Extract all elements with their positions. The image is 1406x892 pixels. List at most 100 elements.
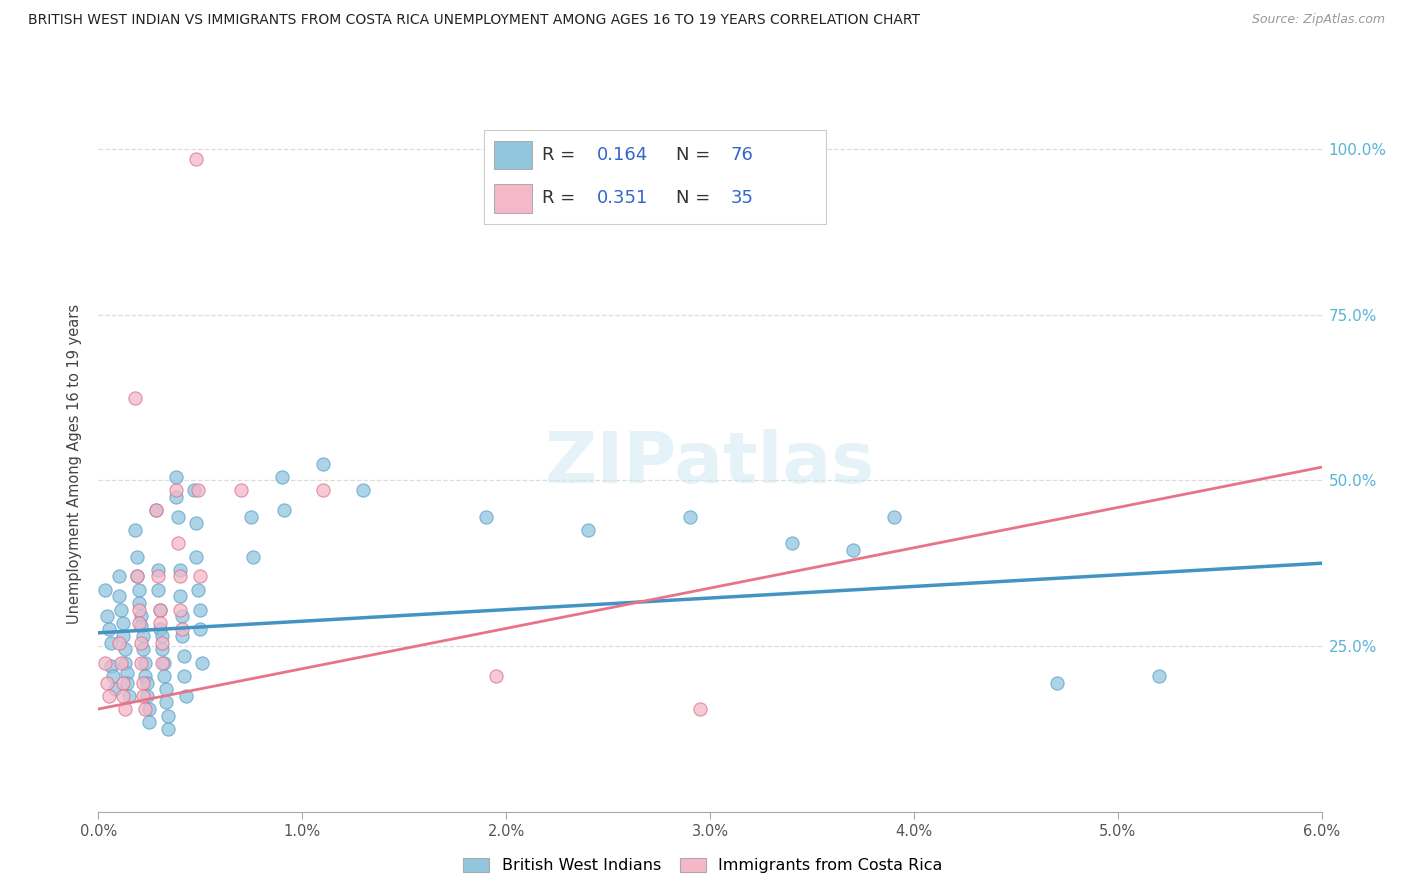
Point xyxy=(115,675,138,690)
Point xyxy=(188,623,212,637)
Point xyxy=(97,623,120,637)
Point xyxy=(136,675,159,690)
Point xyxy=(170,609,193,624)
Point xyxy=(174,689,197,703)
Point xyxy=(93,582,115,597)
Point xyxy=(114,642,136,657)
Point xyxy=(145,503,167,517)
Point xyxy=(108,636,131,650)
Point xyxy=(165,470,187,484)
Point xyxy=(170,629,193,643)
Point xyxy=(129,609,152,624)
Legend: British West Indians, Immigrants from Costa Rica: British West Indians, Immigrants from Co… xyxy=(457,851,949,880)
Point xyxy=(104,682,127,697)
Point xyxy=(1045,675,1069,690)
Point xyxy=(111,629,134,643)
Point xyxy=(132,629,155,643)
Point xyxy=(165,490,187,504)
Point xyxy=(150,656,173,670)
Point xyxy=(146,582,169,597)
Point xyxy=(188,602,212,616)
Point xyxy=(108,590,131,604)
Point xyxy=(96,675,118,690)
Point xyxy=(127,569,149,583)
Point xyxy=(240,509,263,524)
Point xyxy=(173,648,195,663)
Point xyxy=(127,569,149,583)
Point xyxy=(352,483,374,498)
Point xyxy=(149,615,172,630)
Text: BRITISH WEST INDIAN VS IMMIGRANTS FROM COSTA RICA UNEMPLOYMENT AMONG AGES 16 TO : BRITISH WEST INDIAN VS IMMIGRANTS FROM C… xyxy=(28,13,920,28)
Point xyxy=(150,629,173,643)
Point xyxy=(93,656,115,670)
Point xyxy=(149,602,172,616)
Point xyxy=(1147,669,1170,683)
Point xyxy=(114,656,136,670)
Point xyxy=(270,470,292,484)
Point xyxy=(273,503,295,517)
Point xyxy=(134,669,156,683)
Point xyxy=(146,563,169,577)
Text: Source: ZipAtlas.com: Source: ZipAtlas.com xyxy=(1251,13,1385,27)
Point xyxy=(108,569,131,583)
Point xyxy=(186,516,208,531)
Point xyxy=(186,549,208,564)
Text: ZIPatlas: ZIPatlas xyxy=(546,429,875,499)
Point xyxy=(124,523,146,537)
Point xyxy=(167,536,190,550)
Point xyxy=(100,659,122,673)
Point xyxy=(114,702,136,716)
Point xyxy=(169,569,191,583)
Point xyxy=(132,642,155,657)
Point xyxy=(191,656,214,670)
Point xyxy=(97,689,120,703)
Point xyxy=(111,689,134,703)
Point xyxy=(170,623,193,637)
Point xyxy=(96,609,118,624)
Point xyxy=(188,569,212,583)
Point xyxy=(124,391,146,405)
Point xyxy=(485,669,508,683)
Point xyxy=(118,689,141,703)
Point xyxy=(780,536,803,550)
Point xyxy=(134,656,156,670)
Point xyxy=(128,596,150,610)
Point xyxy=(110,602,132,616)
Point xyxy=(150,636,173,650)
Point xyxy=(242,549,264,564)
Point xyxy=(111,675,134,690)
Point xyxy=(101,669,124,683)
Point xyxy=(173,669,195,683)
Point xyxy=(165,483,187,498)
Point xyxy=(231,483,253,498)
Point xyxy=(150,642,173,657)
Point xyxy=(149,602,172,616)
Point xyxy=(132,689,155,703)
Point xyxy=(679,509,702,524)
Point xyxy=(689,702,711,716)
Point xyxy=(183,483,205,498)
Point xyxy=(134,702,156,716)
Point xyxy=(127,549,149,564)
Point xyxy=(841,543,863,558)
Point xyxy=(576,523,599,537)
Point xyxy=(167,509,190,524)
Point xyxy=(129,619,152,633)
Point xyxy=(169,602,191,616)
Point xyxy=(152,669,174,683)
Point xyxy=(128,602,150,616)
Point xyxy=(145,503,167,517)
Point xyxy=(474,509,498,524)
Point xyxy=(129,656,152,670)
Point xyxy=(187,483,209,498)
Point xyxy=(138,715,160,730)
Point xyxy=(883,509,905,524)
Point xyxy=(111,615,134,630)
Point xyxy=(311,483,335,498)
Point xyxy=(115,665,138,680)
Point xyxy=(146,569,169,583)
Point xyxy=(187,582,209,597)
Point xyxy=(186,152,208,166)
Point xyxy=(138,702,160,716)
Point xyxy=(156,708,179,723)
